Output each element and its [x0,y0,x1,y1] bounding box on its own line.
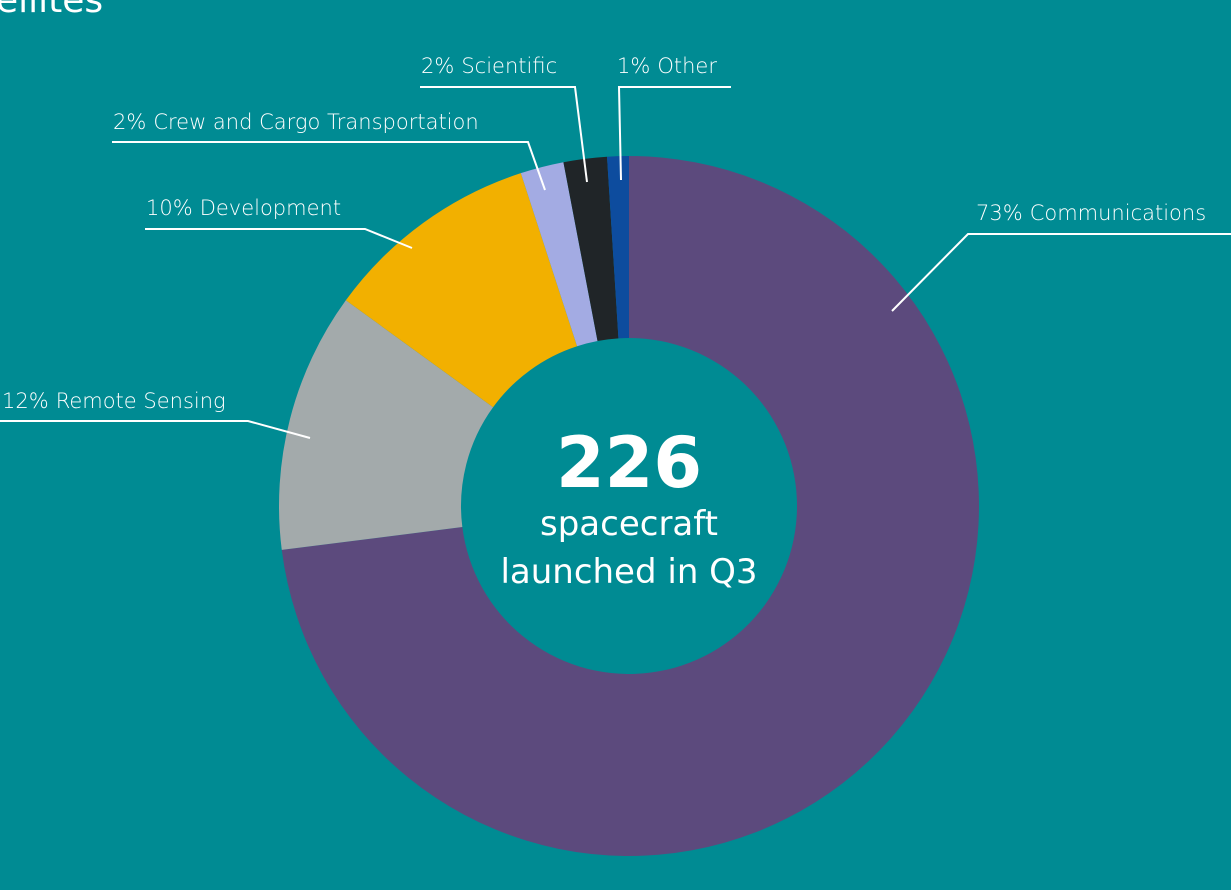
category-label: Crew and Cargo Transportation [153,110,478,134]
donut-slice [279,300,494,550]
category-label: Other [657,54,717,78]
category-label: Remote Sensing [56,389,226,413]
leader-line [0,420,311,439]
category-label: Scientific [461,54,557,78]
value-label: 12% [2,389,49,413]
value-label: 2% [113,110,146,134]
value-label: 2% [421,54,454,78]
slice-label: 2% Scientific [421,54,557,78]
donut-slice [607,156,629,339]
value-label: 73% [976,201,1023,225]
center-text: launched in Q3 [500,552,757,592]
donut-slice [281,156,979,856]
category-label: Development [200,196,341,220]
value-label: 10% [146,196,193,220]
donut-slice [563,156,619,341]
donut-slice [345,173,578,408]
chart-title: ellites [0,0,103,21]
donut-slice [520,162,598,347]
center-text: spacecraft [540,504,718,544]
leader-line [891,233,1231,312]
value-label: 1% [617,54,650,78]
leader-line [420,86,588,183]
leader-line [617,86,731,181]
leader-line [112,141,546,191]
category-label: Communications [1030,201,1206,225]
slice-label: 2% Crew and Cargo Transportation [113,110,479,134]
leader-line [145,228,413,249]
donut [279,156,979,856]
center-number: 226 [556,422,702,504]
slice-label: 73% Communications [976,201,1206,225]
slice-label: 10% Development [146,196,341,220]
slice-label: 1% Other [617,54,717,78]
slice-label: 12% Remote Sensing [2,389,226,413]
